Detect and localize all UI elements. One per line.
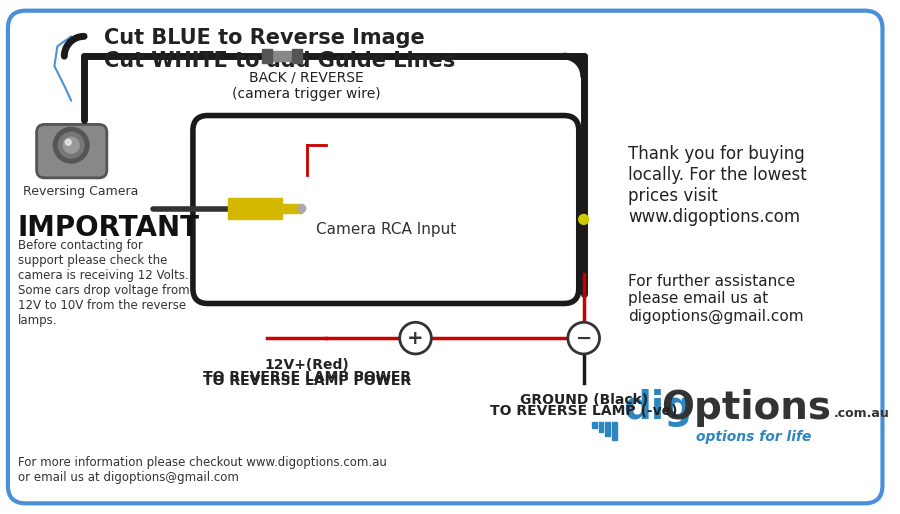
Circle shape bbox=[568, 322, 599, 354]
Bar bbox=[598, 422, 604, 432]
Bar bbox=[228, 198, 282, 219]
Text: Options: Options bbox=[661, 389, 831, 427]
Text: BACK / REVERSE
(camera trigger wire): BACK / REVERSE (camera trigger wire) bbox=[232, 70, 381, 101]
Text: options for life: options for life bbox=[696, 430, 811, 444]
Bar bbox=[267, 51, 297, 61]
Bar bbox=[282, 204, 302, 213]
Text: Before contacting for
support please check the
camera is receiving 12 Volts.
Som: Before contacting for support please che… bbox=[18, 239, 189, 327]
Circle shape bbox=[579, 214, 589, 224]
Text: Cut BLUE to Reverse Image: Cut BLUE to Reverse Image bbox=[104, 28, 425, 48]
Circle shape bbox=[298, 205, 306, 212]
Text: Cut WHITE to add Guide Lines: Cut WHITE to add Guide Lines bbox=[104, 51, 455, 71]
Bar bbox=[262, 49, 272, 63]
Text: −: − bbox=[575, 328, 592, 347]
FancyBboxPatch shape bbox=[37, 124, 107, 178]
Text: IMPORTANT: IMPORTANT bbox=[18, 214, 200, 243]
Bar bbox=[292, 49, 302, 63]
Circle shape bbox=[66, 139, 71, 145]
FancyBboxPatch shape bbox=[193, 116, 579, 303]
Text: For further assistance
please email us at
digoptions@gmail.com: For further assistance please email us a… bbox=[628, 274, 804, 324]
Circle shape bbox=[63, 137, 79, 153]
Bar bbox=[606, 422, 610, 436]
Bar bbox=[591, 422, 597, 428]
Circle shape bbox=[400, 322, 431, 354]
Text: For more information please checkout www.digoptions.com.au
or email us at digopt: For more information please checkout www… bbox=[18, 455, 387, 484]
Text: Thank you for buying
locally. For the lowest
prices visit
www.digoptions.com: Thank you for buying locally. For the lo… bbox=[628, 145, 807, 226]
Text: TO REVERSE LAMP POWER: TO REVERSE LAMP POWER bbox=[202, 370, 410, 384]
Text: GROUND (Black): GROUND (Black) bbox=[519, 393, 648, 407]
FancyBboxPatch shape bbox=[8, 11, 883, 503]
Circle shape bbox=[58, 132, 84, 158]
Text: Camera RCA Input: Camera RCA Input bbox=[316, 222, 456, 237]
Bar bbox=[612, 422, 617, 440]
Text: TO REVERSE LAMP (-ve): TO REVERSE LAMP (-ve) bbox=[490, 405, 678, 418]
Text: +: + bbox=[408, 328, 424, 347]
Text: Reversing Camera: Reversing Camera bbox=[23, 185, 139, 198]
Text: .com.au: .com.au bbox=[834, 407, 890, 420]
Text: 12V+(Red)
TO REVERSE LAMP POWER: 12V+(Red) TO REVERSE LAMP POWER bbox=[202, 358, 410, 388]
Circle shape bbox=[53, 127, 89, 163]
Text: dig: dig bbox=[624, 389, 692, 427]
